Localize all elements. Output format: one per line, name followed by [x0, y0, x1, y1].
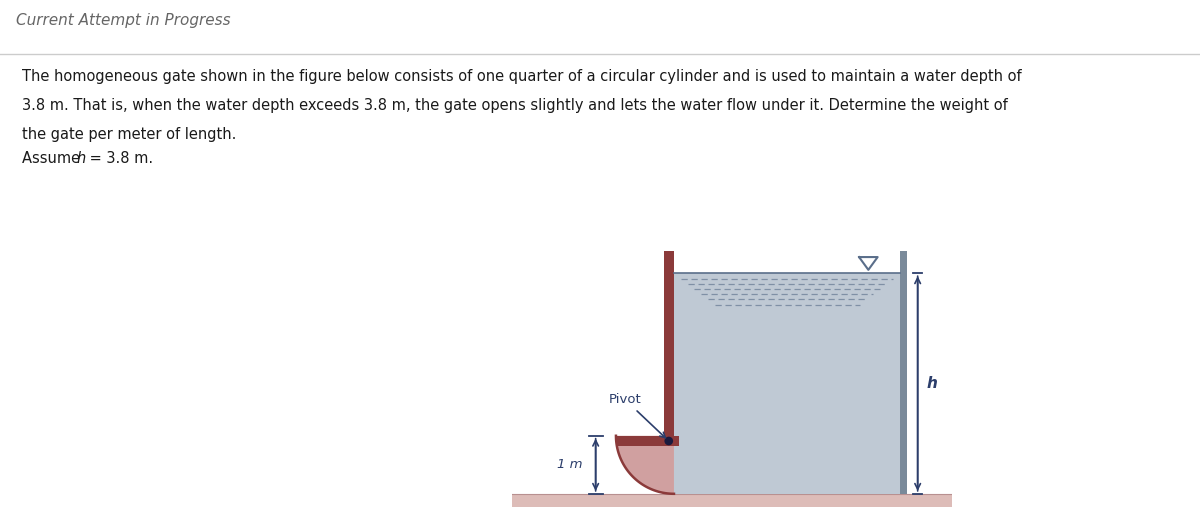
Text: h: h	[77, 151, 86, 166]
Bar	[616, 436, 679, 446]
Bar	[511, 494, 953, 507]
Text: Pivot: Pivot	[608, 393, 665, 438]
Text: Assume: Assume	[22, 151, 84, 166]
Bar	[900, 251, 907, 494]
Circle shape	[665, 437, 673, 445]
Text: The homogeneous gate shown in the figure below consists of one quarter of a circ: The homogeneous gate shown in the figure…	[22, 69, 1021, 84]
Polygon shape	[616, 436, 674, 494]
Text: the gate per meter of length.: the gate per meter of length.	[22, 127, 236, 142]
Text: h: h	[926, 376, 937, 391]
Text: = 3.8 m.: = 3.8 m.	[85, 151, 154, 166]
Bar	[664, 251, 674, 436]
Text: 3.8 m. That is, when the water depth exceeds 3.8 m, the gate opens slightly and : 3.8 m. That is, when the water depth exc…	[22, 98, 1007, 113]
Text: 1 m: 1 m	[557, 458, 583, 471]
Bar	[674, 273, 900, 494]
Text: Current Attempt in Progress: Current Attempt in Progress	[16, 13, 230, 28]
